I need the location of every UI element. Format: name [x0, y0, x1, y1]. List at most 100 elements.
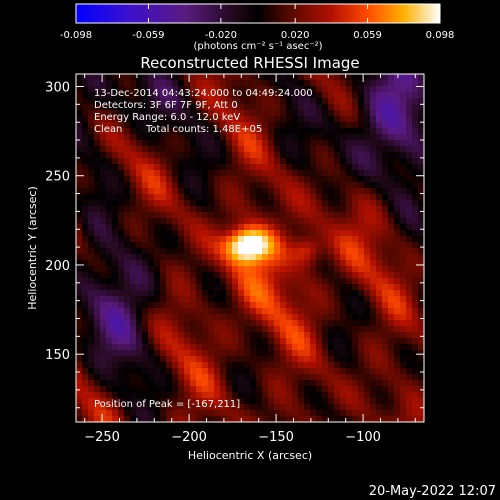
heatmap-cell — [178, 356, 185, 363]
heatmap-cell — [154, 392, 161, 399]
heatmap-cell — [214, 380, 221, 387]
heatmap-cell — [406, 380, 413, 387]
heatmap-cell — [328, 128, 335, 135]
heatmap-cell — [88, 416, 95, 422]
heatmap-cell — [208, 230, 215, 237]
heatmap-cell — [214, 182, 221, 189]
heatmap-cell — [238, 314, 245, 321]
heatmap-cell — [268, 116, 275, 123]
heatmap-cell — [100, 146, 107, 153]
heatmap-cell — [196, 116, 203, 123]
heatmap-cell — [190, 392, 197, 399]
heatmap-cell — [322, 284, 329, 291]
heatmap-cell — [310, 272, 317, 279]
heatmap-cell — [376, 218, 383, 225]
heatmap-cell — [370, 236, 377, 243]
heatmap-cell — [394, 320, 401, 327]
heatmap-cell — [352, 350, 359, 357]
heatmap-cell — [310, 380, 317, 387]
heatmap-cell — [208, 116, 215, 123]
heatmap-cell — [214, 296, 221, 303]
heatmap-cell — [418, 290, 424, 297]
heatmap-cell — [412, 182, 419, 189]
heatmap-cell — [310, 416, 317, 422]
heatmap-cell — [250, 392, 257, 399]
heatmap-cell — [340, 416, 347, 422]
heatmap-cell — [178, 368, 185, 375]
heatmap-cell — [256, 224, 263, 231]
heatmap-cell — [304, 290, 311, 297]
heatmap-cell — [262, 230, 269, 237]
heatmap-cell — [262, 74, 269, 81]
heatmap-cell — [94, 206, 101, 213]
heatmap-cell — [178, 218, 185, 225]
heatmap-cell — [292, 374, 299, 381]
heatmap-cell — [220, 122, 227, 129]
heatmap-cell — [274, 302, 281, 309]
heatmap-cell — [208, 158, 215, 165]
heatmap-cell — [106, 290, 113, 297]
heatmap-cell — [214, 290, 221, 297]
heatmap-cell — [418, 74, 424, 81]
heatmap-cell — [238, 356, 245, 363]
heatmap-cell — [148, 242, 155, 249]
heatmap-cell — [364, 362, 371, 369]
heatmap-cell — [232, 410, 239, 417]
heatmap-cell — [406, 308, 413, 315]
heatmap-cell — [256, 170, 263, 177]
heatmap-cell — [148, 368, 155, 375]
heatmap-cell — [322, 296, 329, 303]
heatmap-cell — [280, 260, 287, 267]
heatmap-cell — [376, 206, 383, 213]
heatmap-cell — [256, 326, 263, 333]
heatmap-cell — [166, 110, 173, 117]
heatmap-cell — [406, 398, 413, 405]
heatmap-cell — [412, 344, 419, 351]
heatmap-cell — [112, 416, 119, 422]
heatmap-cell — [280, 362, 287, 369]
heatmap-cell — [268, 374, 275, 381]
heatmap-cell — [268, 362, 275, 369]
heatmap-cell — [208, 194, 215, 201]
heatmap-cell — [190, 296, 197, 303]
heatmap-cell — [214, 146, 221, 153]
heatmap-cell — [208, 152, 215, 159]
heatmap-cell — [154, 404, 161, 411]
heatmap-cell — [298, 374, 305, 381]
heatmap-cell — [244, 194, 251, 201]
heatmap-cell — [274, 134, 281, 141]
heatmap-cell — [364, 386, 371, 393]
heatmap-cell — [148, 140, 155, 147]
heatmap-cell — [220, 200, 227, 207]
heatmap-cell — [202, 284, 209, 291]
heatmap-cell — [262, 308, 269, 315]
heatmap-cell — [208, 212, 215, 219]
heatmap-cell — [418, 260, 424, 267]
heatmap-cell — [220, 158, 227, 165]
heatmap-cell — [202, 374, 209, 381]
heatmap-cell — [112, 236, 119, 243]
heatmap-cell — [238, 338, 245, 345]
heatmap-cell — [106, 86, 113, 93]
heatmap-cell — [232, 194, 239, 201]
heatmap-cell — [376, 164, 383, 171]
heatmap-cell — [202, 236, 209, 243]
heatmap-cell — [244, 164, 251, 171]
heatmap-cell — [82, 140, 89, 147]
heatmap-cell — [286, 182, 293, 189]
heatmap-cell — [316, 308, 323, 315]
heatmap-cell — [340, 140, 347, 147]
heatmap-cell — [352, 230, 359, 237]
heatmap-cell — [178, 392, 185, 399]
heatmap-cell — [322, 410, 329, 417]
heatmap-cell — [232, 110, 239, 117]
heatmap-cell — [172, 368, 179, 375]
heatmap-cell — [406, 170, 413, 177]
heatmap-cell — [244, 182, 251, 189]
heatmap-cell — [406, 230, 413, 237]
heatmap-cell — [124, 290, 131, 297]
heatmap-cell — [382, 332, 389, 339]
heatmap-cell — [214, 314, 221, 321]
heatmap-cell — [190, 404, 197, 411]
heatmap-cell — [316, 374, 323, 381]
